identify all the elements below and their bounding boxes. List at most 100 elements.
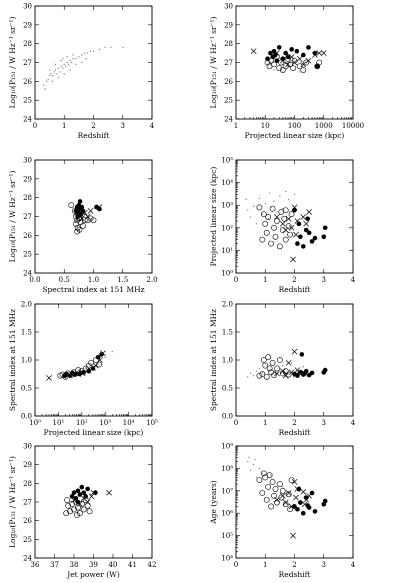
data-point-filled — [268, 50, 273, 56]
y-tick-label: 25 — [23, 97, 32, 105]
data-point-cross — [305, 57, 312, 64]
data-point-cross — [279, 492, 286, 499]
data-point-dot — [69, 59, 71, 62]
y-tick-label: 0.5 — [222, 385, 233, 393]
data-point-dot — [287, 198, 290, 201]
x-tick-label: 100 — [288, 122, 301, 130]
data-point-cross — [84, 213, 91, 220]
x-tick-label: 1 — [234, 122, 238, 130]
data-point-open — [300, 67, 307, 73]
data-point-filled — [295, 241, 300, 246]
data-point-open — [272, 233, 279, 240]
data-point-dot — [48, 74, 51, 77]
data-point-cross — [296, 55, 303, 62]
data-point-filled — [295, 506, 300, 512]
data-point-dot — [89, 50, 92, 52]
data-point-cross — [294, 486, 301, 492]
data-point-cross — [288, 224, 295, 231]
data-point-dot — [247, 376, 249, 378]
y-tick-label: 0.0 — [222, 413, 233, 421]
data-point-filled — [79, 484, 85, 490]
data-point-open — [274, 365, 280, 372]
y-tick-label: 27 — [23, 59, 32, 67]
data-point-cross — [288, 503, 295, 510]
data-point-filled — [289, 47, 294, 52]
y-tick-label: 10⁴ — [221, 179, 233, 187]
data-point-open — [272, 486, 279, 492]
plot-frame — [34, 159, 153, 274]
data-point-dot — [92, 50, 95, 52]
data-point-open — [271, 224, 277, 231]
data-point-open — [68, 202, 75, 209]
data-point-open — [268, 57, 275, 64]
data-point-dot — [282, 208, 284, 210]
data-point-dot — [255, 370, 258, 372]
data-point-open — [269, 478, 276, 485]
data-point-cross — [282, 227, 289, 233]
data-point-cross — [300, 61, 307, 68]
data-point-dot — [252, 374, 255, 377]
y-tick-label: 1.0 — [21, 357, 32, 365]
x-tick-label: 40 — [109, 561, 118, 569]
plot-frame — [34, 5, 153, 120]
data-point-dot — [298, 71, 301, 73]
y-tick-label: 10⁸ — [221, 465, 233, 473]
data-point-open — [92, 357, 99, 363]
data-point-open — [259, 490, 266, 496]
data-point-open — [90, 217, 97, 224]
data-point-cross — [77, 501, 83, 507]
data-point-open — [288, 477, 295, 484]
panel-p4: 0 1 2 3 4 10⁰ 10¹ 10² 10³ 10⁴ 10⁵ Redshift Projected… — [209, 157, 356, 295]
data-point-filled — [296, 221, 302, 227]
panel-p7: 36 37 38 39 40 41 42 24 25 26 27 28 29 30 Jet power (W… — [8, 443, 156, 580]
plot-frame — [34, 445, 153, 559]
data-point-dot — [276, 483, 278, 485]
y-tick-label: 24 — [224, 116, 233, 124]
data-point-dot — [248, 457, 250, 459]
data-point-dot — [254, 458, 256, 461]
data-point-cross — [93, 362, 99, 369]
data-point-open — [74, 224, 81, 231]
data-point-dot — [57, 67, 60, 69]
data-point-dot — [86, 52, 89, 54]
x-tick-label: 36 — [31, 561, 40, 569]
data-point-dot — [249, 216, 252, 218]
data-point-cross — [291, 59, 298, 66]
data-point-filled — [309, 239, 315, 244]
data-point-dot — [62, 58, 64, 60]
data-point-open — [274, 218, 280, 224]
data-point-dot — [282, 486, 284, 488]
x-axis-label: Spectral index at 151 MHz — [42, 285, 144, 294]
data-point-open — [288, 211, 295, 218]
data-point-dot — [67, 63, 70, 66]
x-tick-label: 1 — [263, 276, 267, 284]
data-point-dot — [51, 74, 54, 77]
data-point-dot — [54, 63, 57, 66]
data-point-dot — [267, 218, 269, 220]
data-point-cross — [297, 370, 304, 377]
data-point-cross — [303, 220, 310, 227]
x-tick-label: 3 — [322, 419, 326, 427]
y-tick-label: 30 — [23, 3, 32, 11]
y-tick-label: 1.5 — [21, 329, 32, 337]
data-point-open — [264, 59, 271, 66]
data-point-cross — [77, 208, 84, 214]
data-point-open — [78, 500, 85, 507]
data-point-open — [265, 214, 272, 220]
data-point-dot — [60, 65, 63, 67]
y-axis-label: Spectral index at 151 MHz — [8, 309, 17, 411]
y-tick-label: 28 — [23, 480, 32, 488]
data-point-dot — [66, 56, 68, 58]
y-tick-label: 10⁹ — [221, 443, 233, 451]
data-point-cross — [75, 371, 82, 377]
y-tick-label: 29 — [23, 21, 32, 29]
data-point-open — [73, 499, 79, 505]
data-point-cross — [301, 501, 308, 508]
y-tick-label: 30 — [23, 443, 32, 451]
panel-p2: 1 10 100 1000 10000 24 25 26 27 28 29 30 Projected l… — [209, 3, 364, 141]
data-point-dot — [302, 366, 304, 368]
y-axis-label: Spectral index at 151 MHz — [209, 309, 218, 411]
data-point-dot — [270, 206, 272, 209]
data-point-filled — [283, 50, 288, 56]
data-point-cross — [285, 215, 292, 222]
